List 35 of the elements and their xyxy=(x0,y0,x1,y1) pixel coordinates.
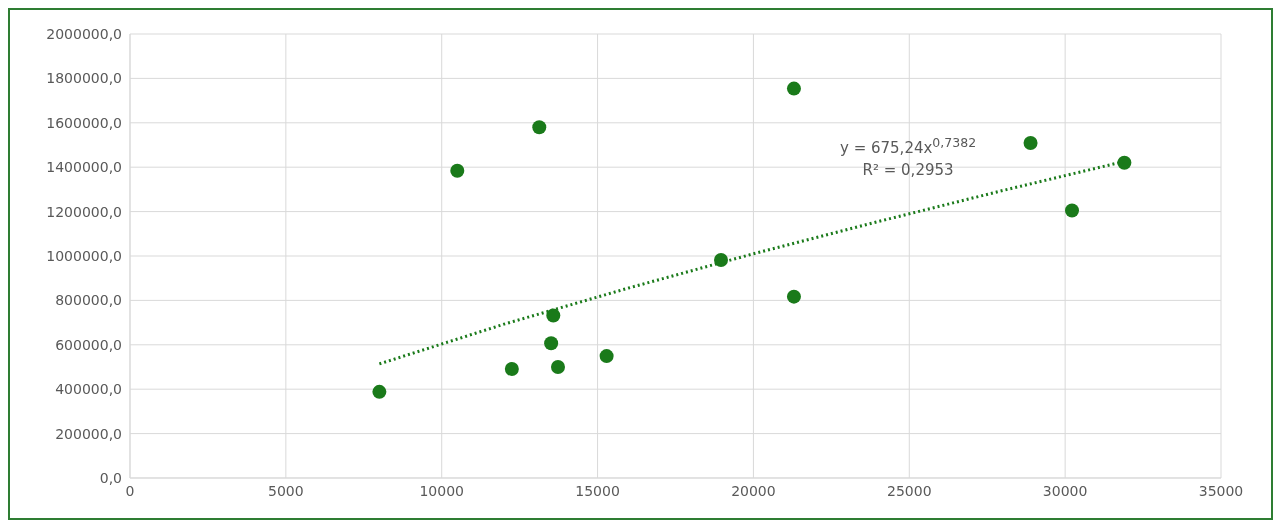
point xyxy=(504,362,519,376)
point xyxy=(1023,136,1038,150)
y-tick-label: 0,0 xyxy=(99,469,122,486)
y-tick-label: 1000000,0 xyxy=(46,247,122,264)
y-tick-label: 400000,0 xyxy=(55,381,122,398)
y-tick-label: 600000,0 xyxy=(55,336,122,353)
point xyxy=(550,360,565,374)
y-tick-label: 1600000,0 xyxy=(46,114,122,131)
y-tick-label: 1200000,0 xyxy=(46,203,122,220)
point xyxy=(450,163,465,178)
x-tick-label: 0 xyxy=(125,482,135,499)
y-tick-label: 1800000,0 xyxy=(46,70,122,87)
point xyxy=(546,308,561,323)
y-tick-label: 2000000,0 xyxy=(46,25,122,42)
x-tick-label: 35000 xyxy=(1198,482,1244,499)
x-tick-label: 5000 xyxy=(268,482,304,499)
annotation: R² = 0,2953 xyxy=(861,160,955,181)
x-tick-label: 15000 xyxy=(575,482,620,499)
point xyxy=(372,384,387,399)
point xyxy=(544,336,559,351)
point xyxy=(599,349,614,364)
y-tick-label: 800000,0 xyxy=(55,292,122,309)
point xyxy=(714,253,729,267)
x-tick-label: 10000 xyxy=(419,482,464,499)
y-tick-label: 200000,0 xyxy=(55,425,122,442)
x-tick-label: 25000 xyxy=(887,482,932,499)
point xyxy=(532,120,547,135)
point xyxy=(1065,203,1079,218)
x-tick-label: 20000 xyxy=(731,482,776,499)
point xyxy=(786,289,801,304)
annotation: y = 675,24x$^{0,7382}$ xyxy=(840,134,977,159)
y-tick-label: 1400000,0 xyxy=(46,159,122,176)
x-tick-label: 30000 xyxy=(1042,482,1088,499)
point xyxy=(786,81,801,96)
point xyxy=(1117,155,1132,170)
